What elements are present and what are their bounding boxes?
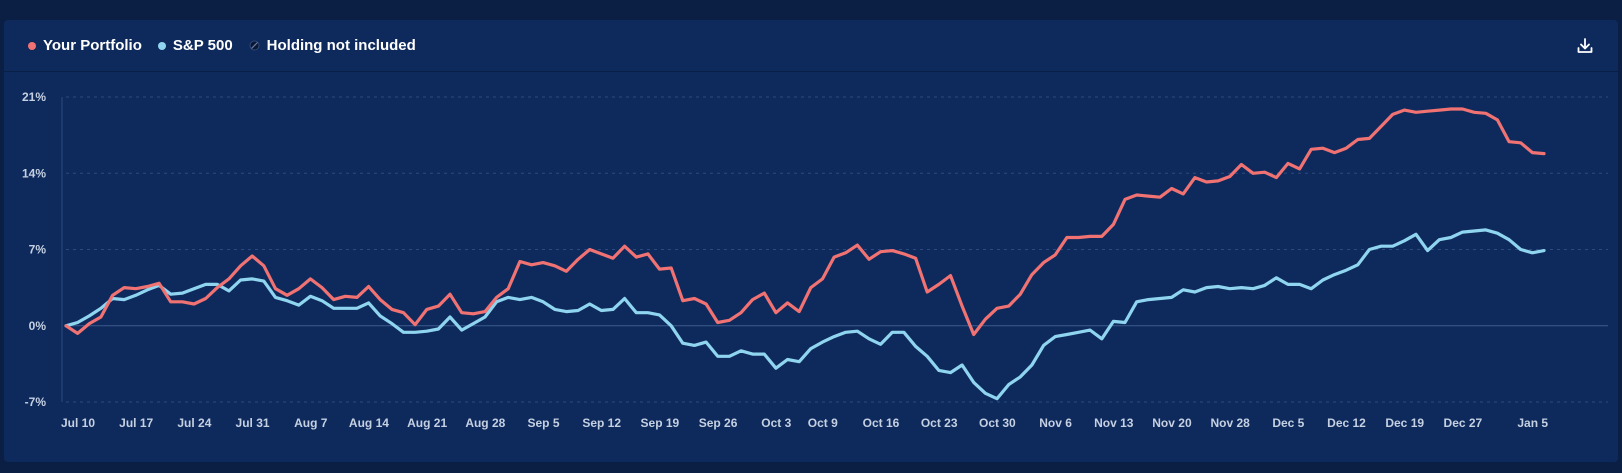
x-tick-label: Oct 30 xyxy=(979,416,1016,430)
legend-label-portfolio: Your Portfolio xyxy=(43,37,142,54)
x-tick-label: Jan 5 xyxy=(1517,416,1548,430)
legend: Your Portfolio S&P 500 Holding not inclu… xyxy=(28,37,416,54)
x-tick-label: Oct 9 xyxy=(808,416,838,430)
x-tick-label: Jul 17 xyxy=(119,416,153,430)
x-tick-label: Nov 6 xyxy=(1039,416,1072,430)
x-tick-label: Aug 21 xyxy=(407,416,447,430)
series-line-sp500[interactable] xyxy=(64,228,1546,401)
x-tick-label: Dec 19 xyxy=(1385,416,1424,430)
x-tick-label: Oct 23 xyxy=(921,416,958,430)
x-tick-label: Jul 10 xyxy=(61,416,95,430)
legend-item-portfolio[interactable]: Your Portfolio xyxy=(28,37,142,54)
y-tick-label: 21% xyxy=(22,90,46,104)
x-tick-label: Nov 28 xyxy=(1210,416,1250,430)
x-tick-label: Jul 31 xyxy=(236,416,270,430)
chart-series xyxy=(64,107,1546,401)
legend-item-sp500[interactable]: S&P 500 xyxy=(157,37,233,54)
x-tick-label: Oct 3 xyxy=(761,416,791,430)
x-tick-label: Sep 5 xyxy=(528,416,560,430)
x-tick-label: Aug 7 xyxy=(294,416,328,430)
legend-item-not-included[interactable]: Holding not included xyxy=(249,37,416,54)
x-tick-label: Aug 14 xyxy=(349,416,389,430)
x-tick-label: Dec 27 xyxy=(1444,416,1483,430)
x-tick-label: Dec 5 xyxy=(1272,416,1304,430)
chart-header: Your Portfolio S&P 500 Holding not inclu… xyxy=(4,20,1618,72)
sp500-dot-icon xyxy=(157,41,166,50)
x-tick-label: Nov 20 xyxy=(1152,416,1192,430)
x-tick-label: Dec 12 xyxy=(1327,416,1366,430)
legend-label-sp500: S&P 500 xyxy=(172,37,233,54)
y-tick-label: 0% xyxy=(29,319,47,333)
slashed-circle-icon xyxy=(249,40,260,51)
legend-label-not-included: Holding not included xyxy=(266,37,416,54)
download-icon xyxy=(1577,38,1593,53)
y-axis-ticks: 21% 14% 7% 0% -7% xyxy=(22,90,46,409)
x-tick-label: Nov 13 xyxy=(1094,416,1134,430)
x-tick-label: Sep 12 xyxy=(582,416,621,430)
portfolio-dot-icon xyxy=(28,41,36,50)
x-tick-label: Jul 24 xyxy=(177,416,211,430)
y-tick-label: 14% xyxy=(22,166,46,180)
x-axis-ticks: Jul 10 Jul 17 Jul 24 Jul 31 Aug 7 Aug 14 Aug 2… xyxy=(61,416,1548,430)
series-line-portfolio[interactable] xyxy=(64,107,1546,337)
y-tick-label: -7% xyxy=(25,395,47,409)
line-chart: 21% 14% 7% 0% -7% Jul 10 Jul 17 Jul 24 Jul 31 Au… xyxy=(22,90,1608,430)
x-tick-label: Sep 26 xyxy=(699,416,738,430)
x-tick-label: Aug 28 xyxy=(465,416,505,430)
chart-card: Your Portfolio S&P 500 Holding not inclu… xyxy=(4,20,1618,462)
x-tick-label: Oct 16 xyxy=(863,416,900,430)
y-tick-label: 7% xyxy=(29,243,47,257)
chart-grid xyxy=(61,96,1608,403)
x-tick-label: Sep 19 xyxy=(641,416,680,430)
download-button[interactable] xyxy=(1574,35,1596,57)
